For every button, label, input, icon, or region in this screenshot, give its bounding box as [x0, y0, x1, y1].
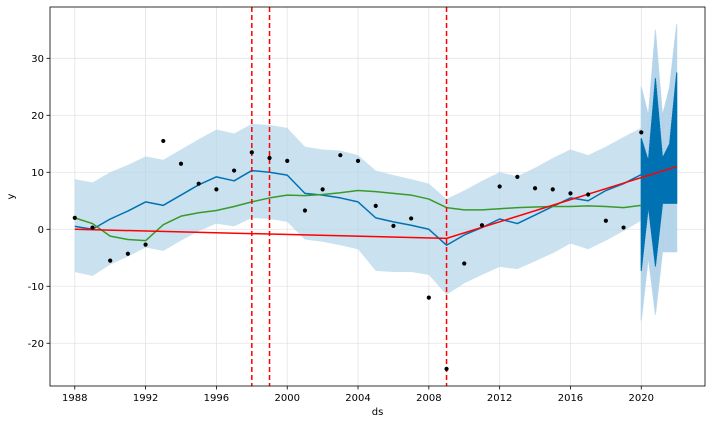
observed-point	[373, 203, 378, 209]
plot-frame	[49, 6, 706, 387]
observed-point	[497, 184, 502, 189]
y-tick-label: -20	[28, 339, 44, 350]
x-axis-label: ds	[372, 407, 384, 418]
x-tick-label: 1988	[62, 393, 87, 404]
observed-point	[320, 187, 325, 192]
observed-point	[515, 174, 520, 179]
changepoints	[251, 7, 448, 386]
y-tick-label: -10	[28, 282, 44, 293]
observed-point	[409, 216, 414, 221]
observed-point	[444, 366, 449, 372]
x-tick-label: 2004	[345, 393, 370, 404]
observed-point	[621, 225, 626, 230]
x-tick-label: 2000	[274, 393, 299, 404]
observed-point	[72, 215, 77, 220]
y-tick-label: 0	[38, 225, 44, 236]
observed-point	[391, 223, 396, 228]
observed-point	[462, 261, 467, 266]
observed-point	[143, 242, 148, 247]
observed-points	[72, 130, 644, 372]
forecast-cluster	[640, 24, 678, 321]
uncertainty-band-area	[74, 123, 642, 295]
y-tick-label: 10	[31, 168, 44, 179]
observed-point	[302, 208, 308, 213]
x-tick-label: 2012	[487, 393, 512, 404]
observed-point	[568, 191, 573, 196]
observed-point	[355, 158, 361, 163]
observed-point	[125, 251, 130, 256]
observed-point	[639, 130, 644, 135]
observed-point	[196, 181, 201, 186]
observed-point	[249, 150, 254, 155]
y-tick-label: 30	[31, 54, 44, 65]
observed-point	[90, 225, 95, 230]
observed-point	[267, 155, 272, 161]
observed-point	[550, 187, 555, 192]
observed-point	[603, 218, 608, 223]
x-tick-label: 2008	[416, 393, 441, 404]
observed-point	[232, 168, 237, 173]
observed-point	[285, 158, 290, 163]
x-tick-label: 1996	[204, 393, 229, 404]
observed-point	[178, 161, 184, 166]
observed-point	[108, 258, 113, 263]
observed-point	[338, 153, 343, 158]
observed-point	[532, 186, 538, 191]
observed-point	[586, 192, 591, 197]
uncertainty-band	[74, 123, 642, 295]
observed-point	[479, 223, 485, 228]
y-axis-label: y	[6, 193, 17, 199]
observed-point	[161, 138, 166, 144]
trend-line	[74, 165, 677, 240]
x-tick-label: 1992	[133, 393, 158, 404]
x-tick-label: 2020	[629, 393, 654, 404]
series-lines	[74, 165, 677, 246]
observed-point	[426, 295, 431, 300]
forecast-line	[74, 169, 642, 246]
axes-ticks: 1988 1992 1996 2000 2004 2008 2012 2016 2020 -20 -…	[28, 54, 654, 404]
x-tick-label: 2016	[558, 393, 583, 404]
observed-point	[214, 187, 219, 192]
y-tick-label: 20	[31, 111, 44, 122]
